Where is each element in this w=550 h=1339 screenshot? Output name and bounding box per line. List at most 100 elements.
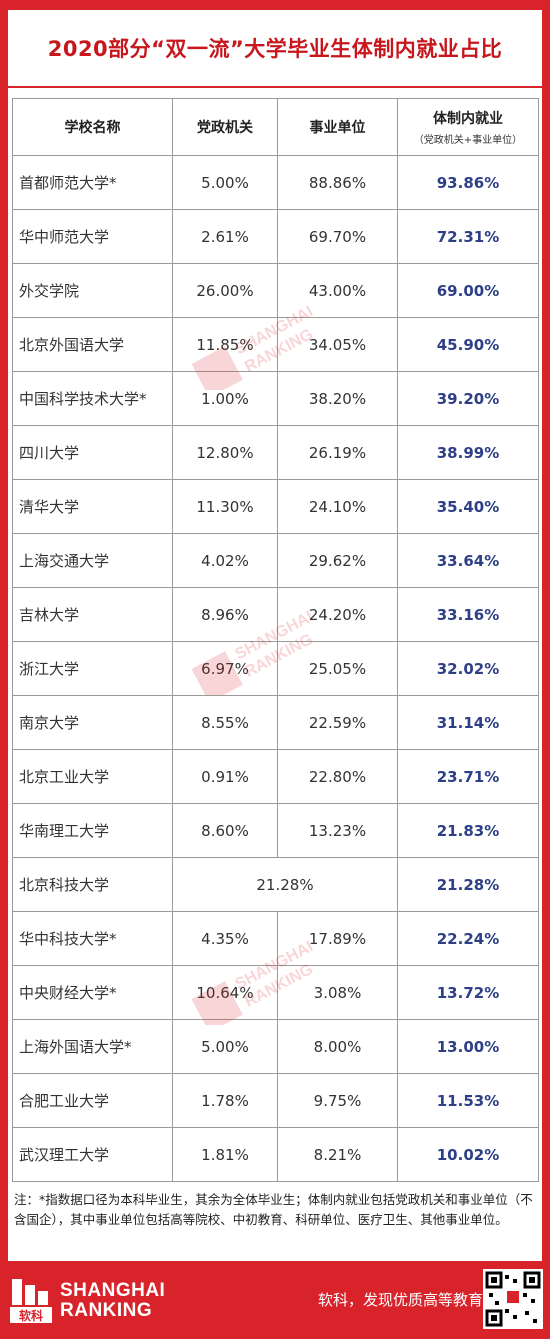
total-value-cell: 69.00% xyxy=(397,263,539,318)
inst-value-cell: 38.20% xyxy=(277,371,398,426)
gov-value-cell: 6.97% xyxy=(172,641,278,696)
inst-value-cell: 8.00% xyxy=(277,1019,398,1074)
total-value-cell: 33.64% xyxy=(397,533,539,588)
table-card: 2020部分“双一流”大学毕业生体制内就业占比 学校名称 党政机关 事业单位 体… xyxy=(8,10,542,1261)
total-value-cell: 38.99% xyxy=(397,425,539,480)
total-value-cell: 23.71% xyxy=(397,749,539,804)
table-row: 北京工业大学 0.91% 22.80% 23.71% xyxy=(12,749,539,804)
gov-value-cell: 2.61% xyxy=(172,209,278,264)
school-name-cell: 华南理工大学 xyxy=(12,803,173,858)
inst-value-cell: 22.80% xyxy=(277,749,398,804)
total-value-cell: 32.02% xyxy=(397,641,539,696)
header-total-sub: （党政机关+事业单位） xyxy=(413,135,523,146)
gov-value-cell: 1.81% xyxy=(172,1127,278,1182)
qr-code-icon xyxy=(483,1269,543,1329)
total-value-cell: 35.40% xyxy=(397,479,539,534)
total-value-cell: 21.28% xyxy=(397,857,539,912)
gov-value-cell: 10.64% xyxy=(172,965,278,1020)
school-name-cell: 北京外国语大学 xyxy=(12,317,173,372)
school-name-cell: 浙江大学 xyxy=(12,641,173,696)
gov-value-cell: 8.96% xyxy=(172,587,278,642)
inst-value-cell: 8.21% xyxy=(277,1127,398,1182)
gov-value-cell: 12.80% xyxy=(172,425,278,480)
gov-value-cell: 5.00% xyxy=(172,155,278,210)
inst-value-cell: 43.00% xyxy=(277,263,398,318)
school-name-cell: 华中师范大学 xyxy=(12,209,173,264)
gov-value-cell: 11.30% xyxy=(172,479,278,534)
table-row: 浙江大学 6.97% 25.05% 32.02% xyxy=(12,641,539,696)
total-value-cell: 13.00% xyxy=(397,1019,539,1074)
school-name-cell: 首都师范大学* xyxy=(12,155,173,210)
title-divider xyxy=(8,86,542,88)
school-name-cell: 上海交通大学 xyxy=(12,533,173,588)
school-name-cell: 吉林大学 xyxy=(12,587,173,642)
gov-value-cell: 8.60% xyxy=(172,803,278,858)
shanghai-ranking-logo-icon: 软科 xyxy=(10,1277,52,1323)
total-value-cell: 33.16% xyxy=(397,587,539,642)
total-value-cell: 21.83% xyxy=(397,803,539,858)
table-row: 中央财经大学* 10.64% 3.08% 13.72% xyxy=(12,965,539,1020)
school-name-cell: 四川大学 xyxy=(12,425,173,480)
table-row: 吉林大学 8.96% 24.20% 33.16% xyxy=(12,587,539,642)
inst-value-cell: 24.10% xyxy=(277,479,398,534)
table-body: 首都师范大学* 5.00% 88.86% 93.86% 华中师范大学 2.61% 69.70… xyxy=(12,155,539,1182)
school-name-cell: 武汉理工大学 xyxy=(12,1127,173,1182)
footer-bar: 软科 SHANGHAI RANKING 软科，发现优质高等教育 xyxy=(0,1261,550,1339)
logo-text: 软科 xyxy=(19,1308,43,1323)
table-row: 上海交通大学 4.02% 29.62% 33.64% xyxy=(12,533,539,588)
footnote: 注：*指数据口径为本科毕业生，其余为全体毕业生；体制内就业包括党政机关和事业单位… xyxy=(14,1192,533,1227)
total-value-cell: 13.72% xyxy=(397,965,539,1020)
total-value-cell: 22.24% xyxy=(397,911,539,966)
school-name-cell: 中央财经大学* xyxy=(12,965,173,1020)
header-total: 体制内就业 （党政机关+事业单位） xyxy=(397,98,539,156)
table-row: 北京科技大学 21.28% 21.28% xyxy=(12,857,539,912)
inst-value-cell: 22.59% xyxy=(277,695,398,750)
total-value-cell: 10.02% xyxy=(397,1127,539,1182)
table-row: 四川大学 12.80% 26.19% 38.99% xyxy=(12,425,539,480)
brand-line1: SHANGHAI xyxy=(60,1280,166,1301)
table-row: 华中科技大学* 4.35% 17.89% 22.24% xyxy=(12,911,539,966)
table-row: 中国科学技术大学* 1.00% 38.20% 39.20% xyxy=(12,371,539,426)
gov-value-cell: 1.78% xyxy=(172,1073,278,1128)
merged-value-cell: 21.28% xyxy=(172,857,398,912)
total-value-cell: 45.90% xyxy=(397,317,539,372)
school-name-cell: 中国科学技术大学* xyxy=(12,371,173,426)
inst-value-cell: 88.86% xyxy=(277,155,398,210)
gov-value-cell: 11.85% xyxy=(172,317,278,372)
school-name-cell: 北京科技大学 xyxy=(12,857,173,912)
inst-value-cell: 17.89% xyxy=(277,911,398,966)
school-name-cell: 华中科技大学* xyxy=(12,911,173,966)
header-gov: 党政机关 xyxy=(172,98,278,156)
table-row: 上海外国语大学* 5.00% 8.00% 13.00% xyxy=(12,1019,539,1074)
inst-value-cell: 24.20% xyxy=(277,587,398,642)
table-row: 武汉理工大学 1.81% 8.21% 10.02% xyxy=(12,1127,539,1182)
school-name-cell: 南京大学 xyxy=(12,695,173,750)
slogan: 软科，发现优质高等教育 xyxy=(318,1291,484,1309)
table-row: 华中师范大学 2.61% 69.70% 72.31% xyxy=(12,209,539,264)
brand-line2: RANKING xyxy=(60,1300,153,1321)
brand-name: SHANGHAI RANKING xyxy=(60,1281,165,1321)
header-inst: 事业单位 xyxy=(277,98,398,156)
inst-value-cell: 25.05% xyxy=(277,641,398,696)
total-value-cell: 31.14% xyxy=(397,695,539,750)
table-row: 北京外国语大学 11.85% 34.05% 45.90% xyxy=(12,317,539,372)
gov-value-cell: 5.00% xyxy=(172,1019,278,1074)
table-row: 首都师范大学* 5.00% 88.86% 93.86% xyxy=(12,155,539,210)
total-value-cell: 39.20% xyxy=(397,371,539,426)
header-school: 学校名称 xyxy=(12,98,173,156)
total-value-cell: 93.86% xyxy=(397,155,539,210)
total-value-cell: 11.53% xyxy=(397,1073,539,1128)
school-name-cell: 外交学院 xyxy=(12,263,173,318)
school-name-cell: 合肥工业大学 xyxy=(12,1073,173,1128)
inst-value-cell: 34.05% xyxy=(277,317,398,372)
inst-value-cell: 29.62% xyxy=(277,533,398,588)
table-row: 合肥工业大学 1.78% 9.75% 11.53% xyxy=(12,1073,539,1128)
header-total-label: 体制内就业 xyxy=(433,111,503,127)
total-value-cell: 72.31% xyxy=(397,209,539,264)
school-name-cell: 清华大学 xyxy=(12,479,173,534)
inst-value-cell: 3.08% xyxy=(277,965,398,1020)
gov-value-cell: 0.91% xyxy=(172,749,278,804)
inst-value-cell: 26.19% xyxy=(277,425,398,480)
school-name-cell: 北京工业大学 xyxy=(12,749,173,804)
gov-value-cell: 26.00% xyxy=(172,263,278,318)
